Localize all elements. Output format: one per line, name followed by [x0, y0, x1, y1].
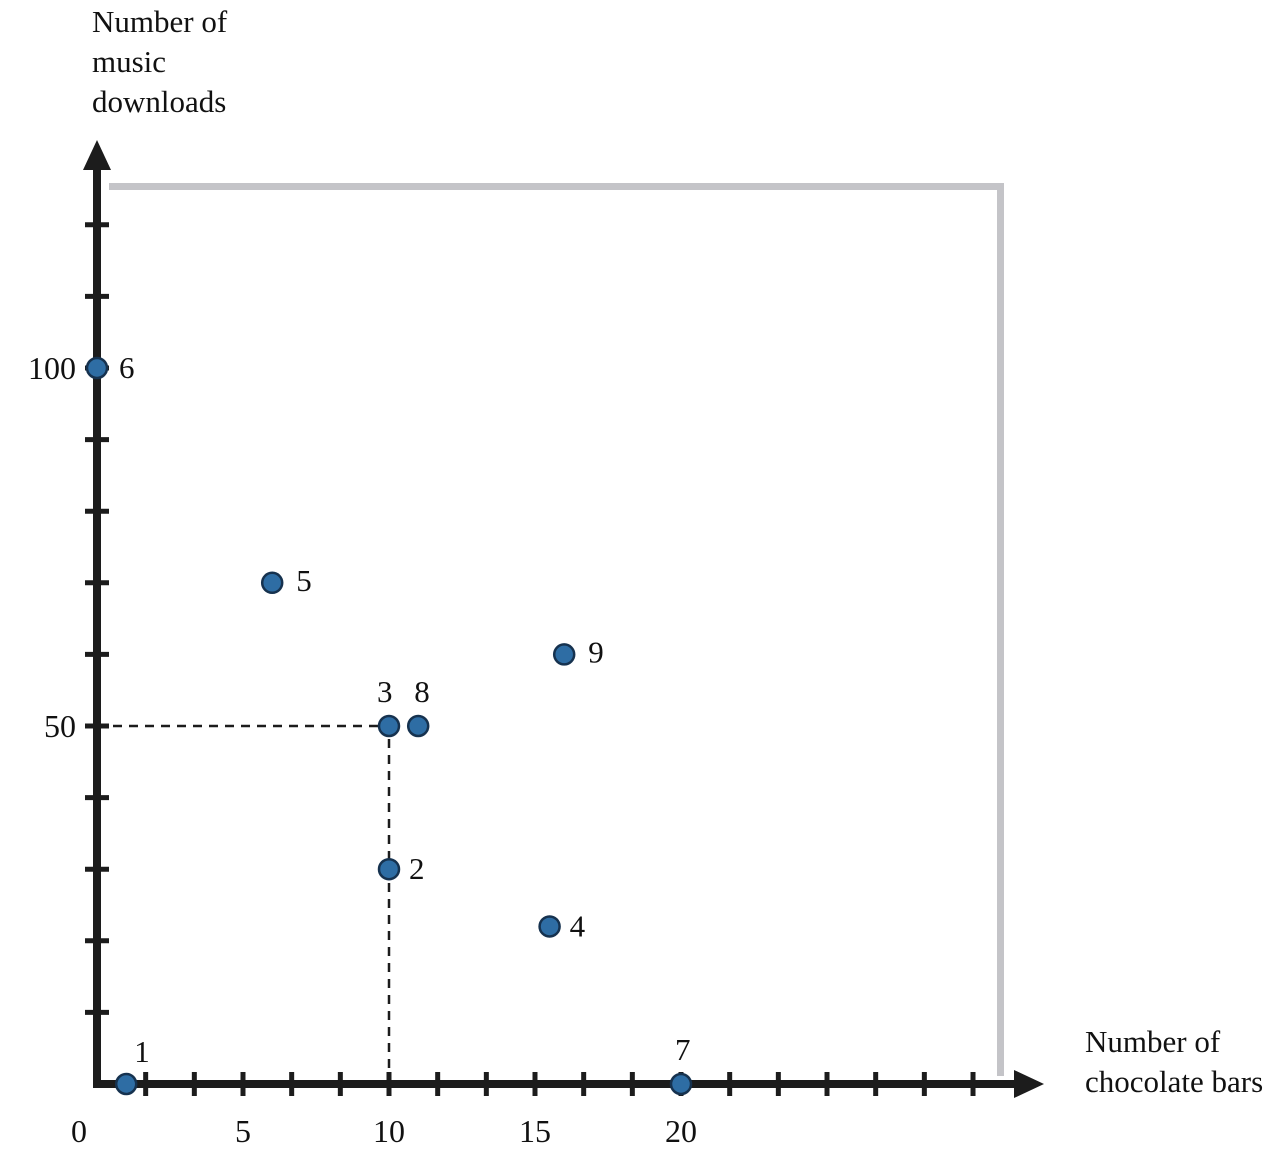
point-label: 3 [377, 674, 393, 709]
data-point [538, 915, 561, 938]
point-label: 6 [119, 350, 135, 385]
data-point [669, 1072, 693, 1096]
data-point [260, 571, 284, 595]
y-axis-arrowhead [83, 140, 111, 170]
point-label: 9 [588, 634, 604, 669]
data-point [377, 714, 401, 738]
x-axis-title: Number of chocolate bars [1085, 1024, 1264, 1099]
plot-shadow-right [997, 183, 1004, 1076]
data-point [406, 714, 430, 738]
x-tick-label: 20 [665, 1113, 697, 1149]
data-point [377, 857, 401, 881]
plot-shadow-top [109, 183, 1004, 190]
point-label: 8 [414, 674, 430, 709]
x-tick-label: 10 [373, 1113, 405, 1149]
data-point [85, 356, 109, 380]
x-tick-label: 0 [71, 1113, 87, 1149]
x-axis-arrowhead [1014, 1070, 1044, 1098]
y-tick-label: 50 [44, 708, 76, 744]
data-point [114, 1072, 138, 1096]
point-label: 7 [675, 1032, 691, 1067]
point-label: 4 [570, 908, 586, 943]
x-tick-label: 15 [519, 1113, 551, 1149]
point-label: 2 [409, 851, 425, 886]
y-axis-title: Number of music downloads [92, 4, 228, 119]
point-label: 1 [134, 1034, 150, 1069]
point-label: 5 [296, 563, 312, 598]
y-tick-label: 100 [28, 350, 76, 386]
x-tick-label: 5 [235, 1113, 251, 1149]
data-point [552, 643, 576, 666]
